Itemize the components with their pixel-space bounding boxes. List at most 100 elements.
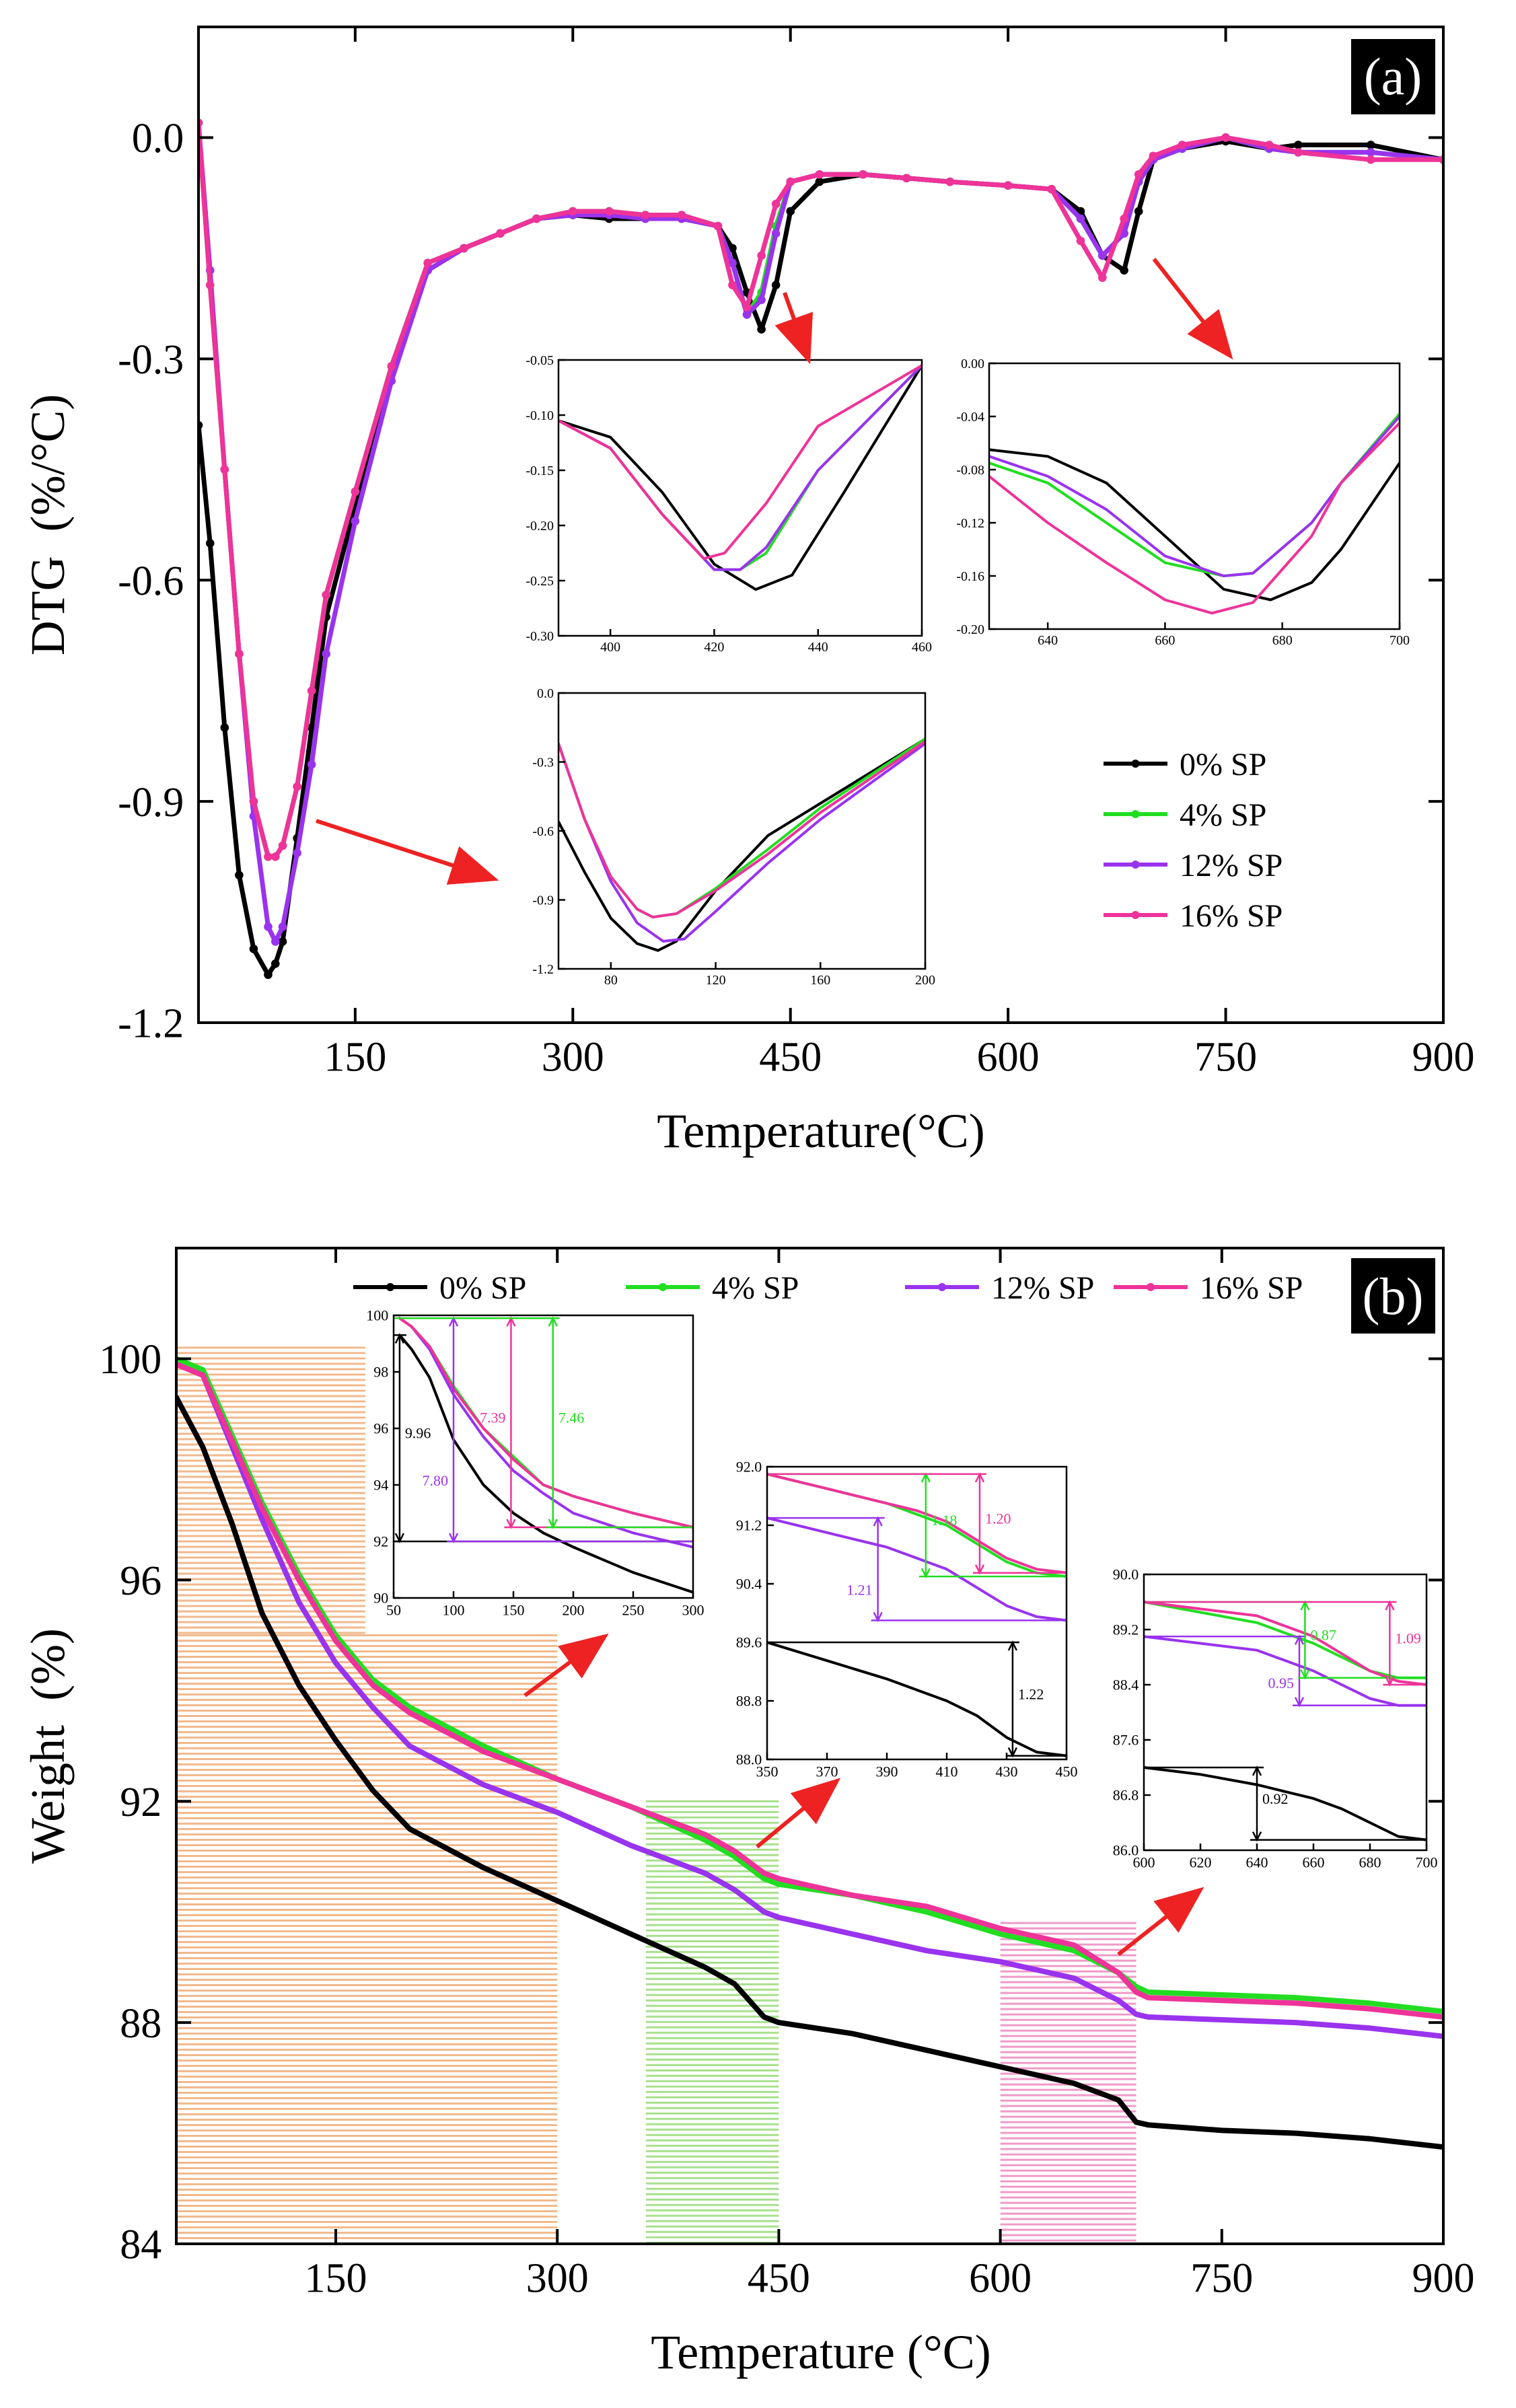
x-tick-label: 100 bbox=[443, 1601, 465, 1618]
y-tick-label: 90.4 bbox=[736, 1576, 762, 1593]
annotation-arrowhead bbox=[1294, 1697, 1305, 1708]
inset-background bbox=[558, 360, 922, 636]
data-point bbox=[815, 170, 824, 179]
data-point bbox=[1264, 141, 1274, 149]
y-tick-label: 0.0 bbox=[537, 686, 554, 701]
series-line bbox=[1144, 1766, 1427, 1841]
annotation-label: 7.80 bbox=[423, 1472, 449, 1489]
x-tick-label: 300 bbox=[542, 1034, 604, 1080]
y-tick-label: -0.10 bbox=[526, 408, 554, 423]
data-point bbox=[713, 221, 723, 231]
data-point bbox=[351, 487, 360, 496]
x-tick-label: 150 bbox=[305, 2255, 367, 2301]
data-point bbox=[1120, 229, 1128, 238]
x-tick-label: 640 bbox=[1246, 1854, 1268, 1870]
inset-background bbox=[394, 1315, 693, 1598]
annotation-arrowhead bbox=[448, 1533, 459, 1543]
x-tick-label: 200 bbox=[563, 1601, 585, 1618]
inset-frame bbox=[1143, 1573, 1428, 1852]
x-tick-label: 420 bbox=[704, 640, 724, 655]
y-tick-label: 88.8 bbox=[736, 1693, 762, 1710]
inset-frame bbox=[557, 359, 923, 637]
data-point bbox=[235, 649, 244, 659]
x-tick-label: 200 bbox=[915, 973, 935, 988]
y-tick-label: 94 bbox=[373, 1477, 388, 1494]
data-point bbox=[568, 207, 577, 216]
x-tick-label: 440 bbox=[808, 640, 828, 655]
callout-arrow bbox=[774, 291, 814, 365]
data-point bbox=[235, 871, 244, 880]
annotation-arrowhead bbox=[873, 1611, 883, 1623]
data-point bbox=[293, 848, 301, 858]
data-point bbox=[1134, 207, 1143, 216]
data-point bbox=[249, 945, 258, 953]
series-line bbox=[558, 737, 925, 952]
legend-label: 12% SP bbox=[991, 1270, 1094, 1306]
panel-a-y-axis-label: DTG (%/°C) bbox=[21, 394, 75, 656]
x-tick-label: 640 bbox=[1038, 633, 1058, 648]
series-line bbox=[198, 120, 1443, 859]
x-tick-label: 350 bbox=[756, 1763, 779, 1780]
callout-arrow bbox=[756, 1778, 841, 1849]
annotation-arrowhead bbox=[1007, 1747, 1018, 1758]
x-tick-label: 600 bbox=[1133, 1854, 1155, 1870]
y-tick-label: -0.20 bbox=[956, 622, 984, 637]
annotation-label: 1.09 bbox=[1395, 1630, 1421, 1647]
y-tick-label: 86.0 bbox=[1113, 1842, 1139, 1859]
x-tick-label: 250 bbox=[622, 1601, 645, 1618]
panel-b-y-axis-label: Weight (%) bbox=[21, 1628, 75, 1864]
legend-swatch-marker bbox=[1131, 810, 1140, 818]
data-point bbox=[1047, 184, 1056, 194]
panel-b-plot-frame bbox=[175, 1247, 1445, 2245]
data-point bbox=[270, 852, 280, 861]
x-tick-label: 460 bbox=[912, 640, 932, 655]
x-tick-label: 120 bbox=[706, 973, 726, 988]
data-point bbox=[1366, 148, 1375, 157]
data-point bbox=[1097, 273, 1107, 283]
annotation-arrowhead bbox=[394, 1333, 405, 1344]
y-tick-label: 89.2 bbox=[1113, 1621, 1139, 1638]
inset-frame bbox=[766, 1465, 1068, 1761]
series-line bbox=[176, 1361, 1443, 2020]
data-point bbox=[1097, 251, 1107, 260]
y-tick-label: -0.15 bbox=[526, 464, 554, 478]
annotation-arrowhead bbox=[1385, 1600, 1395, 1611]
x-tick-label: 680 bbox=[1272, 633, 1293, 648]
x-tick-label: 750 bbox=[1194, 1034, 1257, 1080]
annotation-arrowhead bbox=[921, 1568, 931, 1578]
series-line bbox=[176, 1361, 1443, 2039]
data-point bbox=[1076, 236, 1085, 246]
panel-b-label: (b) bbox=[1363, 1267, 1424, 1325]
data-point bbox=[771, 199, 781, 209]
legend-swatch-marker bbox=[938, 1283, 946, 1291]
data-point bbox=[532, 214, 541, 223]
data-point bbox=[278, 841, 287, 850]
y-tick-label: -0.20 bbox=[526, 519, 554, 534]
annotation-arrowhead bbox=[1294, 1634, 1305, 1645]
annotation-arrowhead bbox=[548, 1519, 558, 1529]
data-point bbox=[1366, 155, 1375, 164]
data-point bbox=[742, 303, 752, 312]
series-line bbox=[558, 364, 922, 560]
data-point bbox=[1294, 141, 1303, 149]
data-point bbox=[902, 174, 911, 183]
inset-background bbox=[1144, 1574, 1427, 1850]
panel-a-label: (a) bbox=[1364, 47, 1422, 106]
y-tick-label: -0.08 bbox=[956, 463, 984, 478]
y-tick-label: -0.16 bbox=[956, 569, 984, 584]
data-point bbox=[270, 959, 280, 968]
annotation-arrowhead bbox=[1007, 1640, 1018, 1651]
series-line bbox=[1144, 1601, 1427, 1686]
callout-arrow bbox=[524, 1633, 609, 1698]
y-tick-label: -0.9 bbox=[118, 780, 184, 826]
x-tick-label: 450 bbox=[1056, 1763, 1078, 1780]
annotation-label: 0.95 bbox=[1268, 1675, 1295, 1691]
y-tick-label: 0.0 bbox=[132, 116, 184, 161]
x-tick-label: 150 bbox=[324, 1034, 386, 1080]
legend-label: 16% SP bbox=[1200, 1270, 1303, 1306]
legend-swatch-marker bbox=[1131, 911, 1140, 919]
annotation-arrowhead bbox=[873, 1516, 883, 1527]
y-tick-label: 0.00 bbox=[961, 357, 984, 371]
data-point bbox=[205, 539, 215, 548]
